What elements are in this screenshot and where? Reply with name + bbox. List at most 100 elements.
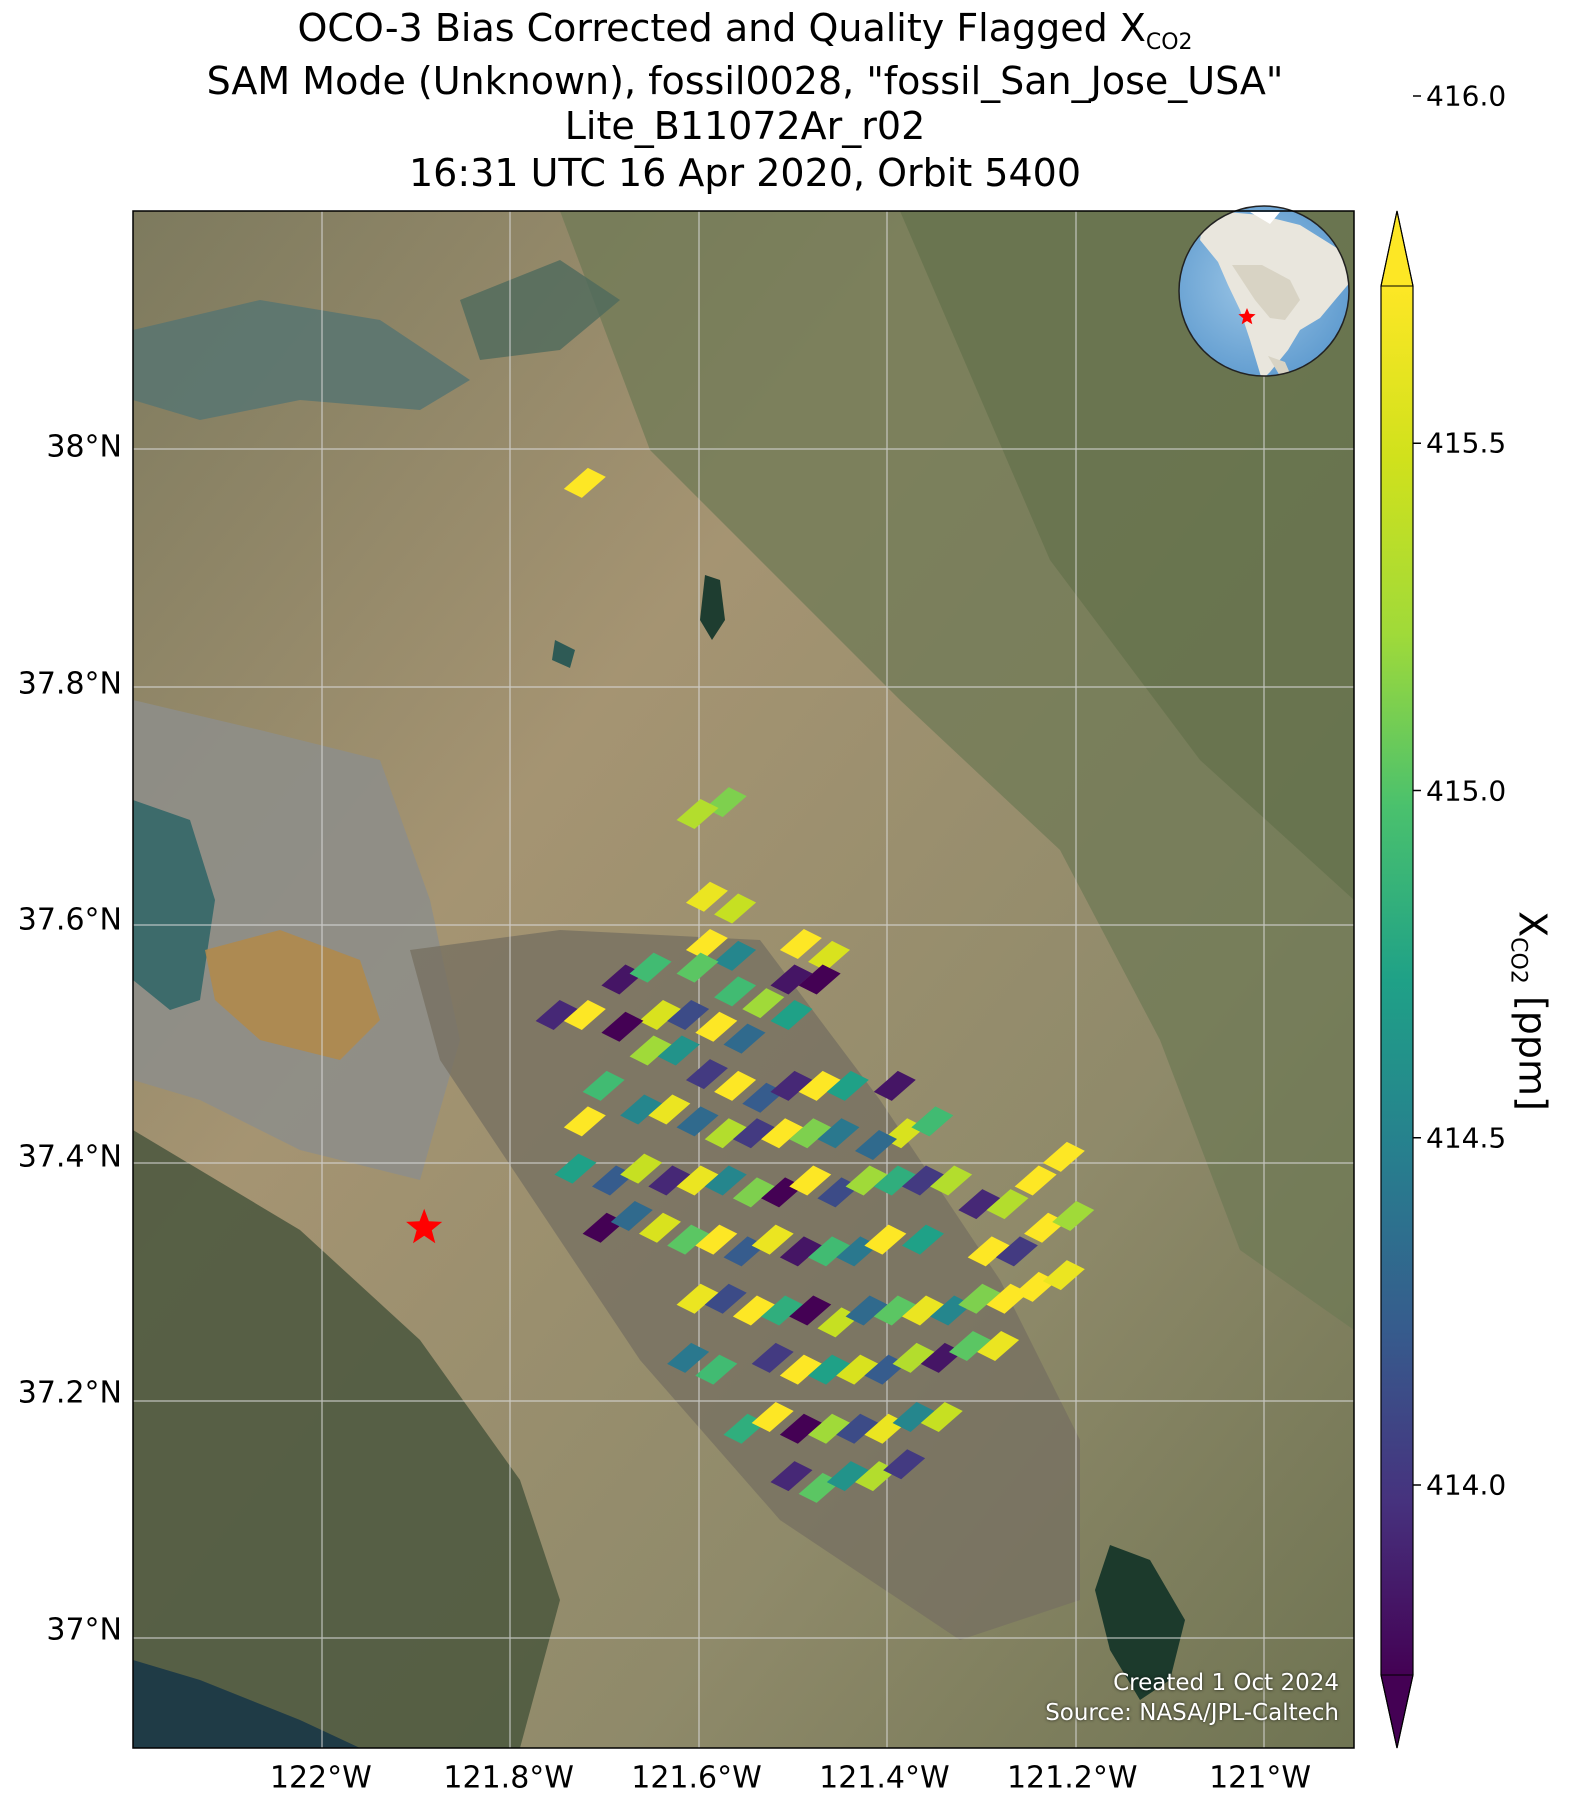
xco2-sounding <box>610 1200 653 1231</box>
xco2-sounding <box>789 1295 832 1326</box>
xco2-sounding <box>732 1118 775 1149</box>
xco2-sounding <box>845 1165 888 1196</box>
xco2-sounding <box>723 1023 766 1054</box>
xco2-sounding <box>582 1070 625 1101</box>
xco2-sounding <box>836 1413 879 1444</box>
xco2-sounding <box>667 1224 710 1255</box>
xco2-sounding <box>873 1070 916 1101</box>
xco2-sounding <box>554 1153 597 1184</box>
xco2-sounding <box>789 1118 832 1149</box>
colorbar-tick-label: 415.0 <box>1426 774 1507 807</box>
xco2-sounding <box>873 1295 916 1326</box>
lat-tick-label: 37.2°N <box>17 1375 122 1411</box>
xco2-sounding <box>714 940 757 971</box>
lat-tick-label: 37.8°N <box>17 666 122 702</box>
xco2-sounding <box>770 964 813 995</box>
xco2-soundings <box>535 467 1095 1503</box>
xco2-sounding <box>958 1283 1001 1314</box>
xco2-sounding <box>883 1449 926 1480</box>
xco2-sounding <box>676 798 719 829</box>
lat-tick-label: 37.4°N <box>17 1139 122 1175</box>
xco2-sounding <box>676 1283 719 1314</box>
source-credit: Source: NASA/JPL-Caltech <box>1045 1700 1339 1726</box>
xco2-sounding <box>930 1165 973 1196</box>
xco2-sounding <box>685 1059 728 1090</box>
lat-tick-label: 37°N <box>46 1612 122 1648</box>
colorbar-tick-label: 416.0 <box>1426 79 1507 113</box>
xco2-sounding <box>563 999 606 1030</box>
xco2-sounding <box>676 1106 719 1137</box>
xco2-sounding <box>770 1070 813 1101</box>
xco2-sounding <box>638 999 681 1030</box>
target-red-star-marker <box>406 1208 443 1244</box>
xco2-sounding <box>779 1354 822 1385</box>
xco2-sounding <box>620 1153 663 1184</box>
chart-title-line2: SAM Mode (Unknown), fossil0028, "fossil_… <box>206 59 1284 103</box>
xco2-sounding <box>1052 1200 1095 1231</box>
xco2-sounding <box>704 1118 747 1149</box>
target-star <box>406 1208 443 1244</box>
xco2-sounding <box>808 1413 851 1444</box>
xco2-sounding <box>563 467 606 498</box>
xco2-sounding <box>779 1413 822 1444</box>
xco2-sounding <box>761 1118 804 1149</box>
map-frame <box>132 210 1355 1749</box>
xco2-sounding <box>798 964 841 995</box>
xco2-sounding <box>901 1295 944 1326</box>
xco2-sounding <box>535 999 578 1030</box>
lon-tick-label: 122°W <box>269 1760 372 1796</box>
xco2-sounding <box>836 1354 879 1385</box>
xco2-sounding <box>676 952 719 983</box>
colorbar <box>1380 95 1421 1749</box>
lon-tick-label: 121°W <box>1209 1760 1312 1796</box>
xco2-sounding <box>714 976 757 1007</box>
xco2-sounding <box>770 999 813 1030</box>
xco2-sounding <box>732 1177 775 1208</box>
xco2-sounding <box>648 1165 691 1196</box>
lon-tick-label: 121.4°W <box>819 1760 950 1796</box>
xco2-sounding <box>892 1342 935 1373</box>
xco2-sounding <box>798 1070 841 1101</box>
colorbar-label: XCO2 [ppm] <box>1505 911 1555 1111</box>
xco2-sounding <box>911 1106 954 1137</box>
xco2-sounding <box>714 1070 757 1101</box>
xco2-sounding <box>629 952 672 983</box>
xco2-sounding <box>826 1461 869 1492</box>
xco2-sounding <box>695 1354 738 1385</box>
xco2-sounding <box>901 1224 944 1255</box>
xco2-sounding <box>563 1106 606 1137</box>
xco2-sounding <box>1042 1260 1085 1291</box>
xco2-sounding <box>808 1354 851 1385</box>
xco2-sounding <box>873 1165 916 1196</box>
xco2-sounding <box>892 1401 935 1432</box>
xco2-sounding <box>995 1236 1038 1267</box>
xco2-sounding <box>601 1011 644 1042</box>
xco2-sounding <box>1042 1141 1085 1172</box>
lon-tick-label: 121.6°W <box>631 1760 762 1796</box>
xco2-sounding <box>629 1035 672 1066</box>
xco2-sounding <box>638 1212 681 1243</box>
xco2-sounding <box>620 1094 663 1125</box>
xco2-sounding <box>732 1295 775 1326</box>
created-date-credit: Created 1 Oct 2024 <box>1113 1670 1339 1696</box>
lat-tick-label: 37.6°N <box>17 902 122 938</box>
xco2-sounding <box>761 1295 804 1326</box>
xco2-sounding <box>958 1189 1001 1220</box>
xco2-sounding <box>685 881 728 912</box>
xco2-sounding <box>826 1070 869 1101</box>
xco2-sounding <box>704 1165 747 1196</box>
xco2-sounding <box>986 1189 1029 1220</box>
xco2-sounding <box>648 1094 691 1125</box>
colorbar-tick-label: 414.0 <box>1426 1468 1507 1502</box>
colorbar-tick-label: 414.5 <box>1426 1121 1507 1155</box>
xco2-sounding <box>967 1236 1010 1267</box>
xco2-sounding <box>901 1165 944 1196</box>
xco2-sounding <box>751 1224 794 1255</box>
xco2-sounding <box>1014 1165 1057 1196</box>
map-gridlines <box>133 211 1354 1748</box>
xco2-sounding <box>704 1283 747 1314</box>
xco2-sounding <box>854 1130 897 1161</box>
chart-title-line3: Lite_B11072Ar_r02 <box>564 104 926 148</box>
xco2-sounding <box>742 988 785 1019</box>
xco2-sounding <box>770 1461 813 1492</box>
